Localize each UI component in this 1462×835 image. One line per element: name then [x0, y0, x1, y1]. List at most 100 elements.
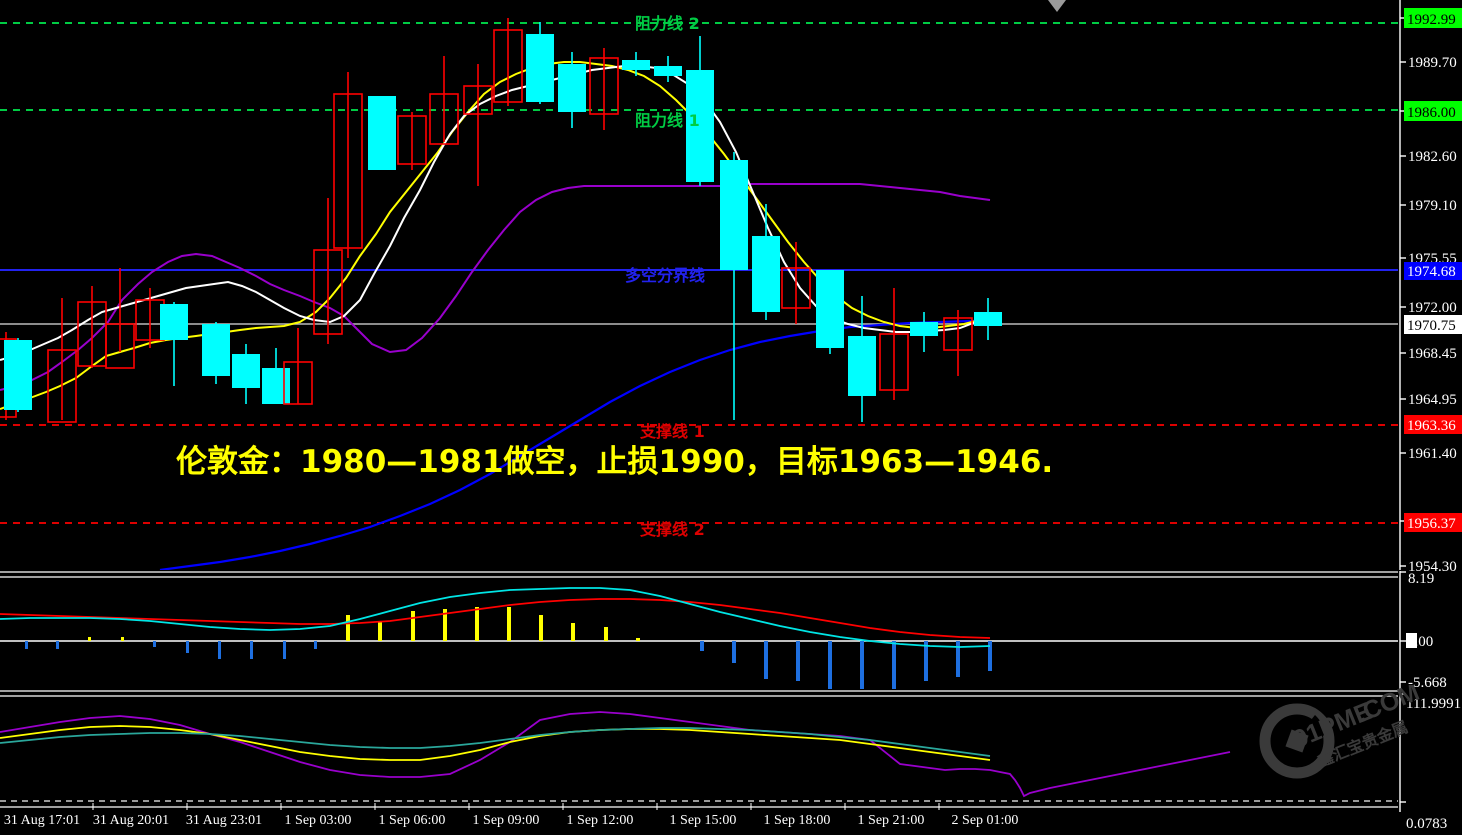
price-tick: 1979.10 — [1408, 198, 1457, 214]
candle[interactable] — [47, 298, 77, 423]
candle[interactable] — [622, 52, 650, 76]
time-tick: 31 Aug 23:01 — [186, 813, 262, 828]
candle[interactable] — [910, 312, 938, 352]
candle[interactable] — [752, 204, 780, 320]
macd-bar — [828, 641, 832, 689]
time-tick: 1 Sep 06:00 — [379, 813, 446, 828]
kdj-tick: 111.9991 — [1406, 696, 1461, 712]
candle[interactable] — [879, 288, 909, 400]
resistance-1-label: 阻力线 1 — [635, 111, 700, 130]
candle[interactable] — [589, 48, 619, 130]
resistance-2-label: 阻力线 2 — [635, 14, 700, 33]
price-tag-high-green[interactable]: 1992.99 — [1404, 8, 1462, 28]
crosshair-marker[interactable] — [1048, 0, 1068, 16]
time-axis[interactable]: 31 Aug 17:01 31 Aug 20:01 31 Aug 23:01 1… — [0, 810, 1400, 835]
macd-bar — [892, 641, 896, 689]
price-panel[interactable]: 阻力线 2 阻力线 1 多空分界线 支撑线 1 支撑线 2 伦敦金：1980—1… — [0, 0, 1400, 570]
candle[interactable] — [202, 322, 230, 384]
candle[interactable] — [493, 18, 523, 106]
macd-bar — [443, 609, 447, 641]
annotation-lines — [0, 22, 1400, 524]
kdj-tick: 0.0783 — [1406, 816, 1447, 832]
candle[interactable] — [397, 112, 427, 170]
time-tick: 1 Sep 03:00 — [285, 813, 352, 828]
macd-bar — [314, 641, 317, 649]
macd-bar — [764, 641, 768, 679]
time-tick: 2 Sep 01:00 — [952, 813, 1019, 828]
macd-bar — [539, 615, 543, 641]
macd-bar — [988, 641, 992, 671]
support-1-label: 支撑线 1 — [639, 422, 705, 441]
candle[interactable] — [558, 52, 586, 128]
candle[interactable] — [816, 270, 844, 354]
candle[interactable] — [974, 298, 1002, 340]
macd-bar — [186, 641, 189, 653]
macd-bar — [507, 607, 511, 641]
macd-bar — [796, 641, 800, 681]
macd-zero-tag[interactable]: 0.00 — [1406, 633, 1433, 650]
kdj-d-line — [0, 725, 991, 761]
candle[interactable] — [160, 302, 188, 386]
macd-histogram — [25, 607, 992, 689]
support-2-label: 支撑线 2 — [639, 520, 705, 539]
kdj-panel-background — [0, 690, 1400, 810]
price-tick: 1964.95 — [1408, 392, 1457, 408]
price-tag-resistance-green[interactable]: 1986.00 — [1404, 101, 1462, 121]
macd-bar — [121, 637, 124, 641]
macd-bar — [346, 615, 350, 641]
candle[interactable] — [232, 344, 260, 404]
cursor-triangle-icon[interactable] — [1048, 0, 1066, 12]
macd-bar — [700, 641, 704, 651]
macd-bar — [604, 627, 608, 641]
price-tag-divider-blue[interactable]: 1974.68 — [1404, 262, 1462, 280]
time-tick: 31 Aug 17:01 — [4, 813, 80, 828]
kdj-panel[interactable] — [0, 690, 1400, 810]
price-tag-value: 1970.75 — [1407, 318, 1456, 334]
price-scale[interactable]: 1989.70 1982.60 1979.10 1975.55 1972.00 … — [1398, 0, 1462, 835]
price-tick: 1989.70 — [1408, 55, 1457, 71]
macd-bar — [283, 641, 286, 659]
candle[interactable] — [313, 198, 343, 344]
candle[interactable] — [283, 328, 313, 405]
macd-bar — [924, 641, 928, 681]
candle[interactable] — [333, 72, 363, 258]
candle[interactable] — [654, 56, 682, 82]
kdj-time-gridlines — [92, 803, 940, 810]
macd-bar — [218, 641, 221, 659]
candle[interactable] — [526, 22, 554, 104]
macd-tick-zero: 0.00 — [1407, 634, 1433, 650]
macd-panel[interactable] — [0, 571, 1400, 689]
macd-bar — [571, 623, 575, 641]
price-tag-value: 1974.68 — [1407, 264, 1456, 280]
candle[interactable] — [720, 152, 748, 420]
candle[interactable] — [105, 268, 135, 369]
candle[interactable] — [848, 296, 876, 422]
time-tick: 1 Sep 21:00 — [858, 813, 925, 828]
candle[interactable] — [686, 36, 714, 186]
price-tick: 1954.30 — [1408, 559, 1457, 575]
kdj-scale-ticks — [1400, 693, 1406, 803]
candle[interactable] — [943, 310, 973, 376]
time-tick: 1 Sep 12:00 — [567, 813, 634, 828]
candle[interactable] — [429, 56, 459, 145]
candle[interactable] — [262, 348, 290, 404]
ma-slow-purple-line — [0, 183, 991, 391]
price-tag-value: 1956.37 — [1407, 516, 1456, 532]
candle[interactable] — [4, 338, 32, 412]
trade-call-headline: 伦敦金：1980—1981做空，止损1990，目标1963—1946. — [176, 444, 1053, 480]
time-tick: 1 Sep 18:00 — [764, 813, 831, 828]
price-tag-support2-red[interactable]: 1956.37 — [1404, 513, 1462, 532]
watermark-text-group: 91PME .COM 鑫汇宝贵金属 — [1289, 685, 1423, 771]
macd-tick: 8.19 — [1408, 571, 1434, 587]
time-tick: 1 Sep 09:00 — [473, 813, 540, 828]
candle[interactable] — [368, 96, 396, 170]
candle[interactable] — [463, 64, 493, 186]
macd-bar — [956, 641, 960, 677]
candlestick-series[interactable] — [0, 18, 1002, 423]
price-tag-last-white[interactable]: 1970.75 — [1404, 315, 1462, 334]
macd-bar — [475, 607, 479, 641]
candle[interactable] — [781, 242, 811, 324]
price-tag-support1-red[interactable]: 1963.36 — [1404, 415, 1462, 434]
macd-bar — [153, 641, 156, 647]
